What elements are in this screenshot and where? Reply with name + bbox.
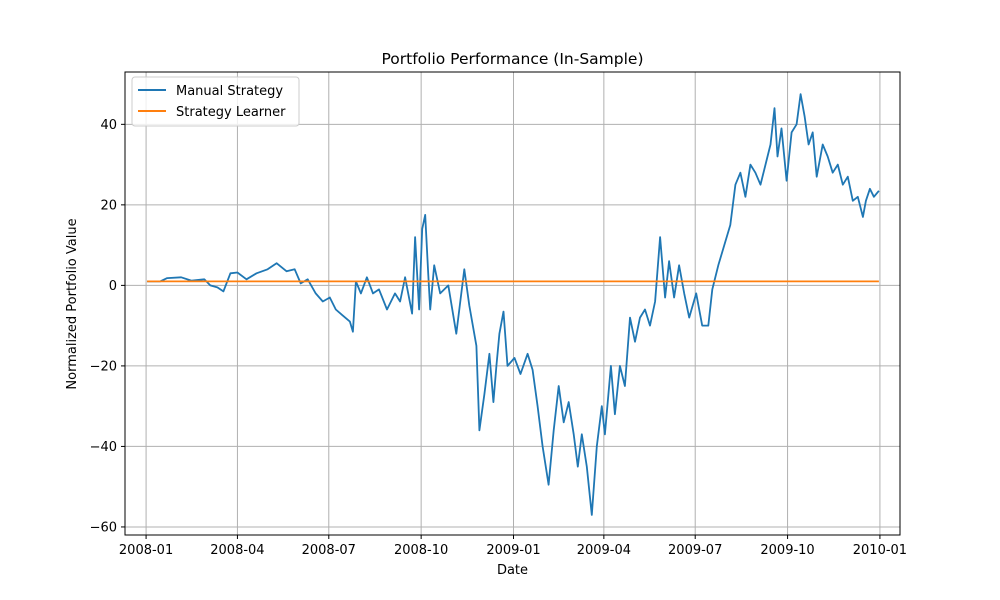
y-tick-label: 40 bbox=[100, 118, 117, 133]
y-tick-label: −20 bbox=[90, 359, 117, 374]
chart-title: Portfolio Performance (In-Sample) bbox=[381, 50, 643, 68]
x-tick-label: 2010-01 bbox=[853, 543, 907, 558]
x-tick-label: 2009-04 bbox=[577, 543, 631, 558]
series-line-manual-strategy bbox=[147, 93, 880, 516]
series-lines bbox=[147, 93, 880, 516]
x-tick-label: 2008-01 bbox=[119, 543, 173, 558]
y-axis-title: Normalized Portfolio Value bbox=[65, 218, 80, 389]
x-axis-ticks: 2008-01 2008-04 2008-07 2008-10 2009-01 2009-… bbox=[119, 535, 907, 558]
x-tick-label: 2008-07 bbox=[302, 543, 356, 558]
y-tick-label: 0 bbox=[109, 279, 117, 294]
y-tick-label: 20 bbox=[100, 198, 117, 213]
x-tick-label: 2008-10 bbox=[394, 543, 448, 558]
grid bbox=[125, 72, 900, 535]
plot-area-frame bbox=[124, 71, 901, 536]
y-axis-ticks: −60 −40 −20 0 20 40 bbox=[90, 118, 125, 535]
x-tick-label: 2009-10 bbox=[760, 543, 814, 558]
legend: Manual Strategy Strategy Learner bbox=[131, 76, 300, 127]
x-tick-label: 2009-01 bbox=[486, 543, 540, 558]
x-axis-title: Date bbox=[497, 563, 528, 578]
x-tick-label: 2009-07 bbox=[668, 543, 722, 558]
x-tick-label: 2008-04 bbox=[210, 543, 264, 558]
legend-label-strategy-learner: Strategy Learner bbox=[176, 105, 286, 120]
y-tick-label: −40 bbox=[90, 440, 117, 455]
y-tick-label: −60 bbox=[90, 520, 117, 535]
legend-box bbox=[131, 76, 300, 127]
legend-label-manual-strategy: Manual Strategy bbox=[176, 84, 283, 99]
